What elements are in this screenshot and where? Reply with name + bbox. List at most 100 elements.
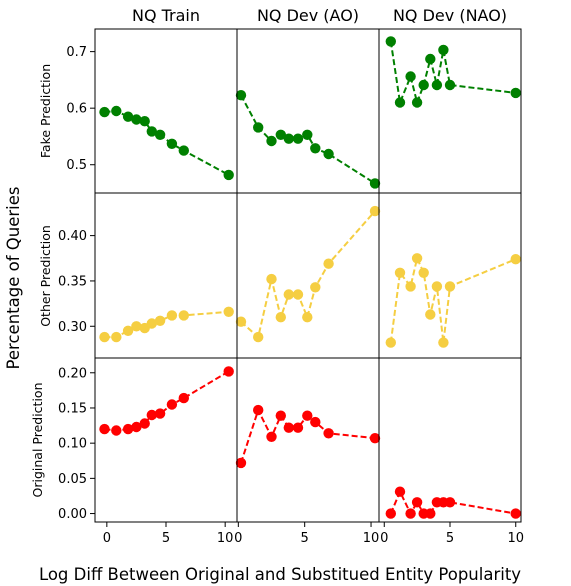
data-point [99, 423, 110, 435]
data-point [438, 337, 449, 348]
x-tick-label: 10 [363, 531, 380, 546]
data-point [444, 497, 456, 508]
column-title-nq-train: NQ Train [132, 6, 200, 25]
data-point [411, 497, 423, 508]
data-point [302, 410, 313, 421]
data-point [266, 273, 277, 285]
data-point [275, 312, 286, 323]
data-point [139, 418, 150, 429]
data-point [99, 331, 110, 343]
y-tick-label: 0.7 [66, 45, 87, 60]
data-point [444, 79, 456, 91]
data-point [154, 315, 166, 326]
data-point [394, 267, 406, 278]
panel-fake-prediction-nq-dev-ao [235, 28, 381, 194]
x-tick-label: 5 [162, 531, 170, 546]
data-point [266, 431, 277, 442]
data-point [275, 129, 286, 140]
panel-frame [378, 357, 522, 523]
panel-frame [236, 28, 380, 194]
data-point [166, 399, 178, 410]
y-tick-label: 0.40 [58, 229, 87, 244]
data-point [418, 79, 429, 91]
series-line-fake-prediction-nq-dev-ao [240, 94, 376, 185]
x-tick-label: 0 [103, 531, 111, 546]
data-point [166, 310, 178, 321]
data-point [178, 310, 189, 321]
data-point [292, 289, 304, 300]
series-line-other-prediction-nq-train [104, 310, 229, 339]
panel-original-prediction-nq-dev-nao: 0 5 10 [378, 357, 524, 546]
data-point [154, 129, 166, 140]
panel-other-prediction-nq-dev-nao [378, 192, 522, 359]
data-point [283, 133, 294, 144]
data-point [369, 178, 381, 189]
data-point [323, 428, 334, 439]
shared-xlabel: Log Diff Between Original and Substitued… [39, 565, 521, 584]
data-point [302, 312, 313, 323]
plot-area: 0.5 0.6 0.7 0.30 0.35 0.40 0.00 0.05 0.10 0.15 0.2… [58, 28, 524, 546]
data-point [146, 126, 157, 137]
data-point [235, 316, 247, 327]
y-tick-label: 0.00 [58, 507, 87, 522]
data-point [310, 416, 321, 428]
data-point [131, 421, 142, 433]
shared-ylabel: Percentage of Queries [4, 187, 23, 370]
data-point [323, 258, 334, 269]
data-point [111, 331, 122, 343]
data-point [111, 105, 122, 117]
data-point [369, 205, 381, 217]
data-point [310, 282, 321, 293]
data-point [444, 281, 456, 292]
data-point [146, 318, 157, 329]
data-point [178, 392, 189, 404]
data-point [253, 404, 264, 416]
data-point [223, 169, 234, 181]
data-point [405, 281, 416, 292]
data-point [223, 306, 234, 317]
data-point [310, 143, 321, 154]
series-line-original-prediction-nq-train [104, 370, 230, 432]
data-point [394, 486, 406, 497]
data-point [266, 135, 277, 147]
y-tick-label: 0.05 [58, 472, 87, 487]
panel-original-prediction-nq-train: 0.00 0.05 0.10 0.15 0.20 0 5 10 [58, 357, 238, 546]
data-point [253, 331, 264, 343]
data-point [438, 44, 449, 56]
y-tick-label: 0.15 [58, 401, 87, 416]
data-point [99, 106, 110, 118]
data-point [122, 325, 134, 336]
data-point [510, 254, 521, 265]
row-label-original-prediction: Original Prediction [30, 383, 45, 498]
data-point [510, 87, 521, 99]
data-point [154, 408, 166, 419]
data-point [253, 122, 264, 133]
panel-other-prediction-nq-train: 0.30 0.35 0.40 [58, 192, 238, 359]
panel-original-prediction-nq-dev-ao: 0 5 10 [234, 357, 381, 546]
data-point [369, 433, 381, 444]
data-point [411, 97, 423, 108]
data-point [235, 457, 247, 469]
data-point [405, 508, 416, 519]
x-tick-label: 5 [301, 531, 309, 546]
data-point [283, 422, 294, 433]
data-point [235, 90, 247, 101]
data-point [394, 97, 406, 108]
panel-frame [236, 357, 380, 523]
data-point [385, 36, 396, 47]
data-point [385, 508, 396, 519]
x-tick-label: 10 [217, 531, 234, 546]
data-point [418, 267, 429, 278]
data-point [385, 337, 396, 348]
data-point [302, 129, 313, 140]
row-label-fake-prediction: Fake Prediction [38, 64, 53, 158]
data-point [131, 114, 142, 125]
y-tick-label: 0.35 [58, 274, 87, 289]
data-point [122, 111, 134, 122]
panel-fake-prediction-nq-train: 0.5 0.6 0.7 [66, 28, 238, 194]
data-point [223, 366, 234, 377]
data-point [131, 321, 142, 332]
y-tick-label: 0.20 [58, 366, 87, 381]
data-point [425, 309, 436, 320]
